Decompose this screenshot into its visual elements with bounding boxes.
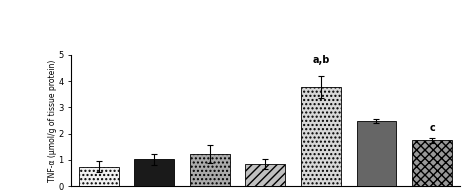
- Text: c: c: [429, 123, 435, 133]
- Bar: [190, 154, 230, 186]
- Bar: [301, 87, 341, 186]
- Bar: [246, 164, 285, 186]
- Bar: [356, 121, 396, 186]
- Bar: [135, 159, 174, 186]
- Y-axis label: TNF-α (μmol/g of tissue protein): TNF-α (μmol/g of tissue protein): [48, 59, 57, 182]
- Bar: [79, 166, 119, 186]
- Text: a,b: a,b: [312, 55, 329, 65]
- Bar: [412, 140, 452, 186]
